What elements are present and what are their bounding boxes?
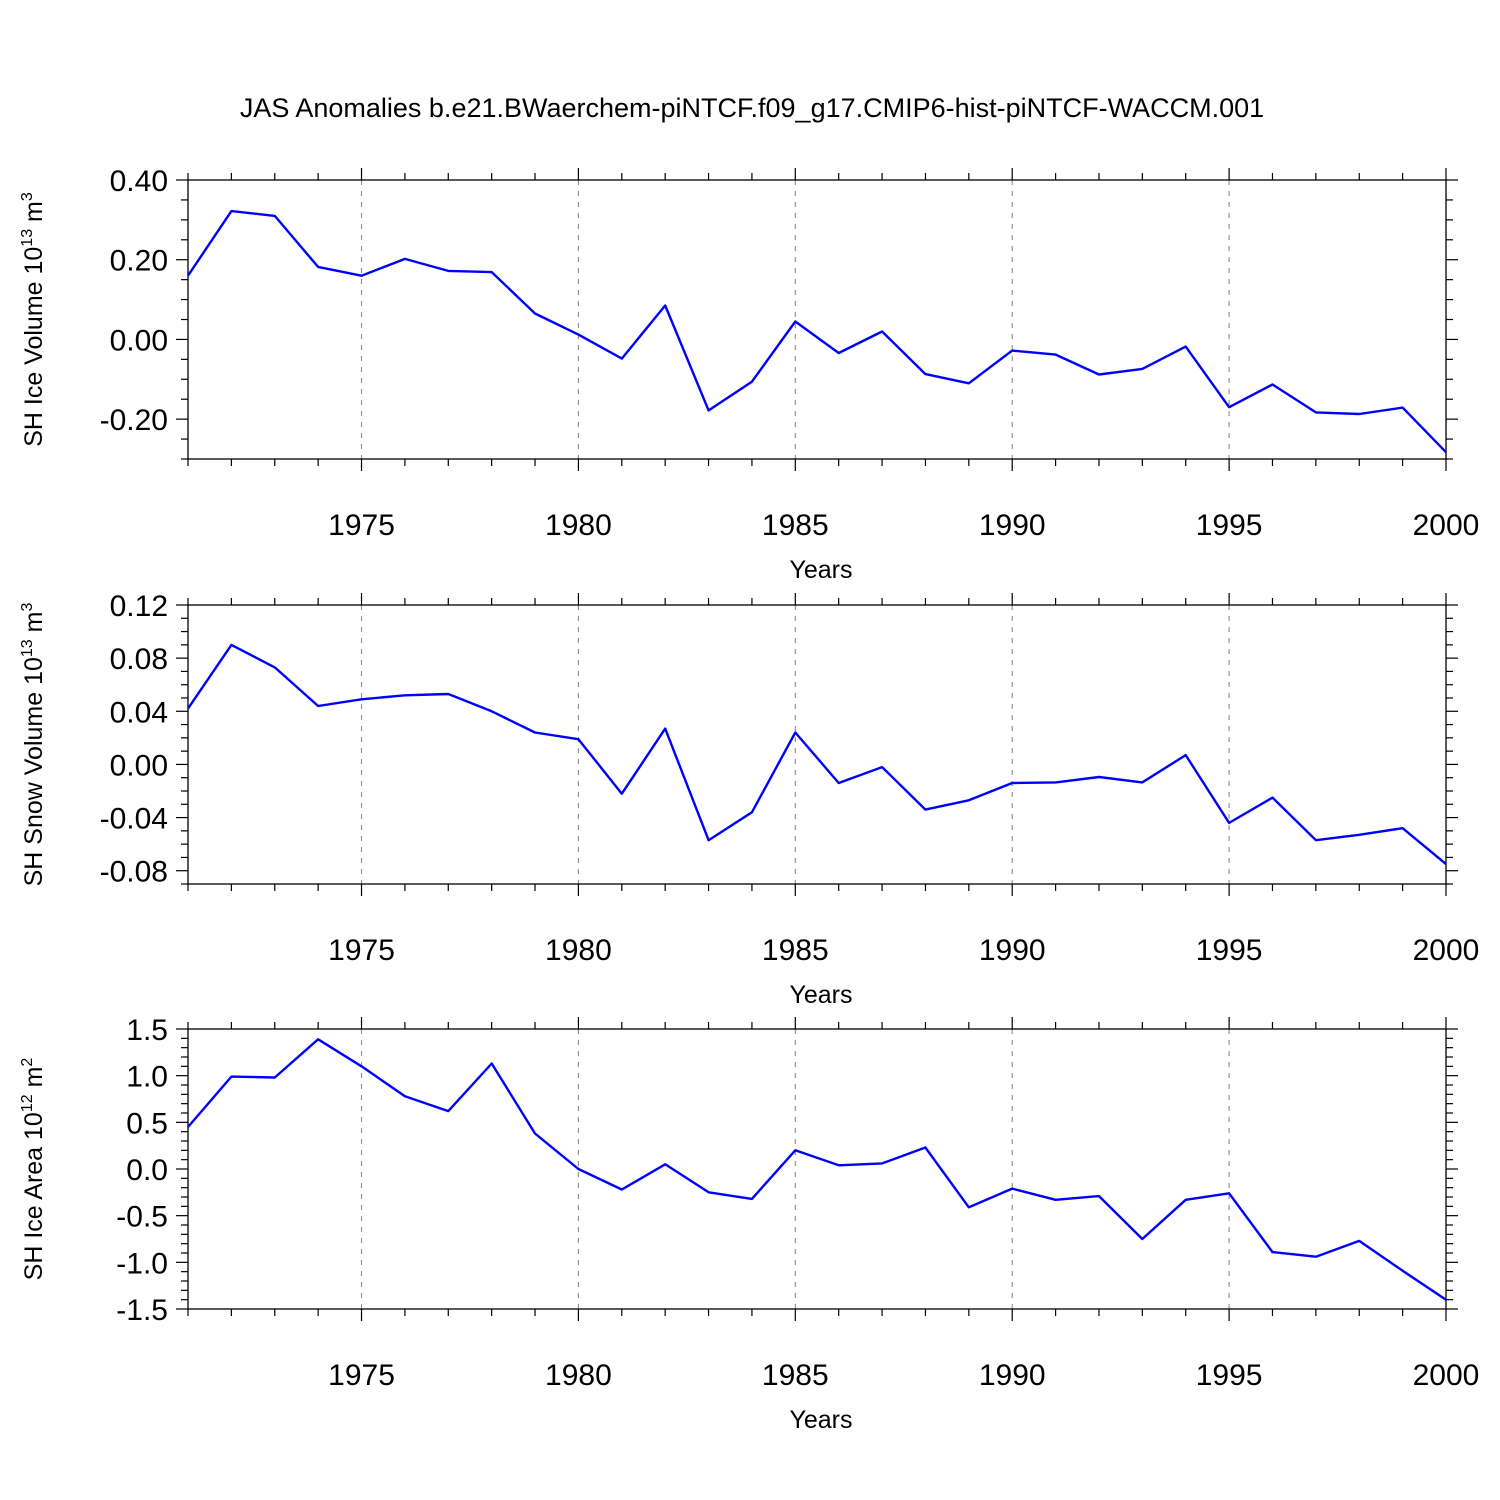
- plot-frame: [187, 604, 1447, 885]
- y-axis-title: SH Snow Volume 1013 m3: [19, 603, 48, 887]
- y-tick-label: 0.08: [110, 643, 168, 676]
- x-tick-label: 1990: [979, 1359, 1046, 1392]
- series-line: [187, 1038, 1447, 1301]
- y-tick-label: 1.0: [126, 1061, 168, 1094]
- y-axis-title: SH Ice Area 1012 m2: [19, 1058, 48, 1281]
- y-tick-label: 1.5: [126, 1014, 168, 1047]
- x-tick-label: 2000: [1413, 1359, 1480, 1392]
- panels: -0.20 0.00 0.20 0.40 1975 1980 1985 1990 1995 200…: [19, 165, 1479, 1434]
- y-tick-label: -1.5: [116, 1294, 168, 1327]
- x-tick-label: 1985: [762, 1359, 829, 1392]
- x-tick-label: 2000: [1413, 509, 1480, 542]
- panel-2: -0.08 -0.04 0.00 0.04 0.08 0.12 1975 1980 1985 19…: [19, 590, 1479, 1009]
- x-tick-label: 1985: [762, 934, 829, 967]
- y-axis-title-part: m: [20, 1067, 48, 1095]
- y-axis-title-part: SH Ice Volume 10: [20, 247, 48, 447]
- x-tick-label: 1995: [1196, 509, 1263, 542]
- y-tick-label: 0.00: [110, 324, 168, 357]
- plot-frame: [187, 1028, 1447, 1310]
- y-axis-title-part: SH Snow Volume 10: [20, 657, 48, 886]
- x-tick-label: 1980: [545, 1359, 612, 1392]
- panel-3: -1.5 -1.0 -0.5 0.0 0.5 1.0 1.5 1975 1980 1985 1990…: [19, 1014, 1479, 1434]
- x-tick-label: 1975: [328, 934, 395, 967]
- x-tick-label: 1995: [1196, 1359, 1263, 1392]
- x-tick-label: 1985: [762, 509, 829, 542]
- y-tick-label: 0.40: [110, 165, 168, 198]
- y-axis-title-superscript: 2: [19, 1058, 36, 1067]
- y-axis-title-superscript: 12: [19, 1094, 36, 1112]
- y-tick-label: -0.04: [100, 803, 168, 836]
- y-axis-title-part: m: [20, 201, 48, 229]
- x-tick-label: 1975: [328, 509, 395, 542]
- y-axis-title-superscript: 13: [19, 639, 36, 657]
- y-axis-title-part: m: [20, 612, 48, 640]
- y-tick-label: -0.5: [116, 1201, 168, 1234]
- chart-title: JAS Anomalies b.e21.BWaerchem-piNTCF.f09…: [240, 93, 1264, 123]
- panel-1: -0.20 0.00 0.20 0.40 1975 1980 1985 1990 1995 200…: [19, 165, 1479, 584]
- y-axis-title-part: SH Ice Area 10: [20, 1112, 48, 1280]
- y-tick-label: -0.20: [100, 404, 168, 437]
- series-line: [187, 643, 1447, 866]
- series-line: [187, 209, 1447, 454]
- y-axis-title: SH Ice Volume 1013 m3: [19, 192, 48, 447]
- y-tick-label: 0.00: [110, 749, 168, 782]
- y-tick-label: 0.0: [126, 1154, 168, 1187]
- x-tick-label: 1980: [545, 934, 612, 967]
- plot-frame: [187, 179, 1447, 460]
- x-axis-title: Years: [789, 556, 852, 584]
- y-tick-label: 0.20: [110, 245, 168, 278]
- y-tick-label: -0.08: [100, 856, 168, 889]
- y-tick-label: 0.5: [126, 1107, 168, 1140]
- x-tick-label: 1980: [545, 509, 612, 542]
- y-tick-label: 0.04: [110, 696, 168, 729]
- y-tick-label: 0.12: [110, 590, 168, 623]
- y-axis-title-superscript: 3: [19, 603, 36, 612]
- y-axis-title-superscript: 3: [19, 192, 36, 201]
- x-tick-label: 1990: [979, 934, 1046, 967]
- x-tick-label: 1995: [1196, 934, 1263, 967]
- x-axis-title: Years: [789, 981, 852, 1009]
- y-tick-label: -1.0: [116, 1247, 168, 1280]
- x-axis-title: Years: [789, 1406, 852, 1434]
- x-tick-label: 1975: [328, 1359, 395, 1392]
- x-tick-label: 2000: [1413, 934, 1480, 967]
- y-axis-title-superscript: 13: [19, 229, 36, 247]
- x-tick-label: 1990: [979, 509, 1046, 542]
